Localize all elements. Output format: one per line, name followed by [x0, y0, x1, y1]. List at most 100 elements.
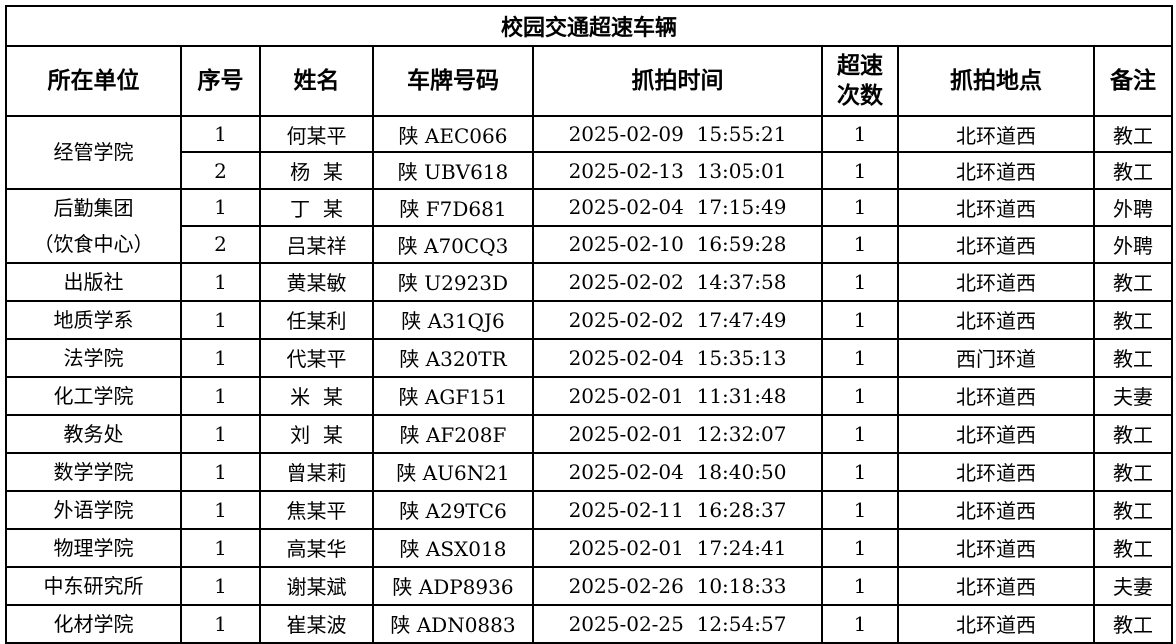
unit-cell: 中东研究所: [5, 565, 182, 606]
plate-cell: 陕 AGF151: [372, 375, 534, 416]
speeding-vehicles-table: 校园交通超速车辆 所在单位 序号 姓名 车牌号码 抓拍时间 超速 次数 抓拍地点 备注 经管学院…: [5, 5, 1173, 644]
note-cell: 教工: [1093, 337, 1173, 378]
time-cell: 2025-02-11 16:28:37: [532, 489, 823, 530]
time-cell: 2025-02-02 17:47:49: [532, 299, 823, 340]
plate-cell: 陕 ADN0883: [372, 603, 534, 644]
place-cell: 北环道西: [897, 375, 1095, 416]
plate-cell: 陕 UBV618: [372, 151, 534, 190]
time-cell: 2025-02-01 11:31:48: [532, 375, 823, 416]
name-cell: 米 某: [259, 375, 374, 416]
serial-cell: 1: [180, 565, 261, 606]
plate-cell: 陕 A31QJ6: [372, 299, 534, 340]
unit-cell: 外语学院: [5, 489, 182, 530]
name-cell: 何某平: [259, 114, 374, 154]
place-cell: 北环道西: [897, 565, 1095, 606]
name-cell: 高某华: [259, 527, 374, 568]
header-note: 备注: [1093, 45, 1173, 117]
place-cell: 北环道西: [897, 114, 1095, 154]
table-row: 中东研究所 1 谢某斌陕 ADP8936 2025-02-26 10:18:33 1 北环…: [5, 565, 1173, 606]
unit-cell: 物理学院: [5, 527, 182, 568]
serial-cell: 1: [180, 114, 261, 154]
place-cell: 西门环道: [897, 337, 1095, 378]
time-cell: 2025-02-04 17:15:49: [532, 187, 823, 227]
plate-cell: 陕 A70CQ3: [372, 224, 534, 264]
name-cell: 丁 某: [259, 187, 374, 227]
count-cell: 1: [821, 337, 899, 378]
name-cell: 任某利: [259, 299, 374, 340]
place-cell: 北环道西: [897, 187, 1095, 227]
count-cell: 1: [821, 489, 899, 530]
serial-cell: 1: [180, 489, 261, 530]
note-cell: 教工: [1093, 527, 1173, 568]
plate-cell: 陕 A320TR: [372, 337, 534, 378]
place-cell: 北环道西: [897, 451, 1095, 492]
plate-cell: 陕 ADP8936: [372, 565, 534, 606]
count-cell: 1: [821, 187, 899, 227]
count-cell: 1: [821, 299, 899, 340]
name-cell: 刘 某: [259, 413, 374, 454]
time-cell: 2025-02-10 16:59:28: [532, 224, 823, 264]
note-cell: 教工: [1093, 261, 1173, 302]
note-cell: 夫妻: [1093, 375, 1173, 416]
place-cell: 北环道西: [897, 261, 1095, 302]
table-row: 后勤集团 （饮食中心） 1 丁 某陕 F7D681 2025-02-04 17:15:4…: [5, 187, 1173, 264]
table-row: 物理学院 1 高某华陕 ASX018 2025-02-01 17:24:41 1 北环道西…: [5, 527, 1173, 568]
name-cell: 代某平: [259, 337, 374, 378]
name-cell: 吕某祥: [259, 224, 374, 264]
time-cell: 2025-02-04 18:40:50: [532, 451, 823, 492]
header-row: 所在单位 序号 姓名 车牌号码 抓拍时间 超速 次数 抓拍地点 备注: [5, 45, 1173, 117]
unit-cell: 法学院: [5, 337, 182, 378]
time-cell: 2025-02-04 15:35:13: [532, 337, 823, 378]
plate-cell: 陕 F7D681: [372, 187, 534, 227]
table-row: 2 吕某祥陕 A70CQ3 2025-02-10 16:59:28 1 北环道西 外聘: [6, 224, 1173, 264]
name-cell: 曾某莉: [259, 451, 374, 492]
place-cell: 北环道西: [897, 603, 1095, 644]
time-cell: 2025-02-26 10:18:33: [532, 565, 823, 606]
time-cell: 2025-02-02 14:37:58: [532, 261, 823, 302]
serial-cell: 1: [180, 451, 261, 492]
count-cell: 1: [821, 151, 899, 190]
serial-cell: 1: [180, 527, 261, 568]
table-row: 外语学院 1 焦某平陕 A29TC6 2025-02-11 16:28:37 1 北环道西…: [5, 489, 1173, 530]
table-row: 出版社 1 黄某敏陕 U2923D 2025-02-02 14:37:58 1 北环道西教…: [5, 261, 1173, 302]
note-cell: 教工: [1093, 114, 1173, 154]
serial-cell: 1: [180, 603, 261, 644]
serial-cell: 2: [180, 151, 261, 190]
plate-cell: 陕 AU6N21: [372, 451, 534, 492]
serial-cell: 2: [180, 224, 261, 264]
table-row: 法学院 1 代某平陕 A320TR 2025-02-04 15:35:13 1 西门环道教…: [5, 337, 1173, 378]
place-cell: 北环道西: [897, 527, 1095, 568]
unit-cell: 地质学系: [5, 299, 182, 340]
unit-cell: 化材学院: [5, 603, 182, 644]
header-place: 抓拍地点: [897, 45, 1095, 117]
note-cell: 外聘: [1093, 224, 1173, 264]
name-cell: 崔某波: [259, 603, 374, 644]
plate-cell: 陕 AEC066: [372, 114, 534, 154]
unit-cell: 化工学院: [5, 375, 182, 416]
count-cell: 1: [821, 527, 899, 568]
plate-cell: 陕 AF208F: [372, 413, 534, 454]
note-cell: 教工: [1093, 489, 1173, 530]
place-cell: 北环道西: [897, 299, 1095, 340]
serial-cell: 1: [180, 413, 261, 454]
serial-cell: 1: [180, 187, 261, 227]
header-no: 序号: [180, 45, 261, 117]
note-cell: 教工: [1093, 151, 1173, 190]
name-cell: 杨 某: [259, 151, 374, 190]
unit-cell: 后勤集团 （饮食中心）: [5, 187, 182, 264]
serial-cell: 1: [180, 375, 261, 416]
time-cell: 2025-02-25 12:54:57: [532, 603, 823, 644]
unit-cell: 教务处: [5, 413, 182, 454]
name-cell: 黄某敏: [259, 261, 374, 302]
table-row: 教务处 1 刘 某陕 AF208F 2025-02-01 12:32:07 1 北环道西教…: [5, 413, 1173, 454]
place-cell: 北环道西: [897, 489, 1095, 530]
serial-cell: 1: [180, 261, 261, 302]
table-title: 校园交通超速车辆: [5, 5, 1173, 47]
name-cell: 焦某平: [259, 489, 374, 530]
count-cell: 1: [821, 603, 899, 644]
place-cell: 北环道西: [897, 413, 1095, 454]
unit-cell: 出版社: [5, 261, 182, 302]
table-row: 地质学系 1 任某利陕 A31QJ6 2025-02-02 17:47:49 1 北环道西…: [5, 299, 1173, 340]
table-body: 经管学院 1 何某平陕 AEC066 2025-02-09 15:55:21 1 北环道西…: [5, 114, 1173, 644]
header-unit: 所在单位: [5, 45, 182, 117]
